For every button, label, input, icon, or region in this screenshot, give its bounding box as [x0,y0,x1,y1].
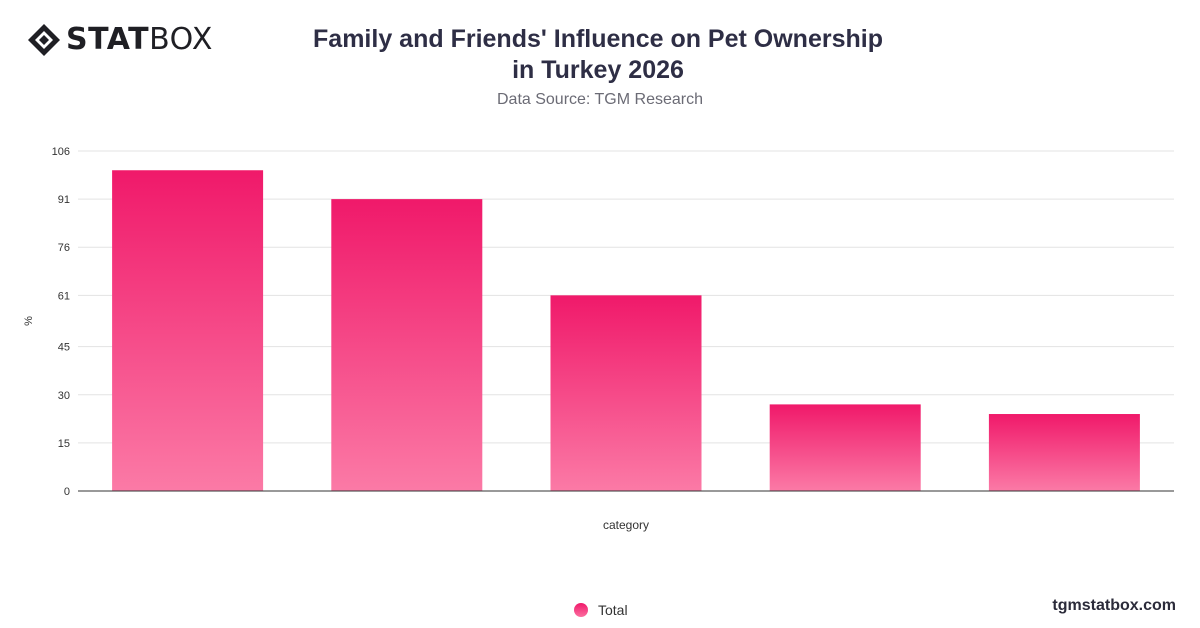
bar[interactable] [331,199,483,491]
legend-swatch [574,603,588,617]
y-tick-label: 91 [58,194,70,206]
chart-title: Family and Friends' Influence on Pet Own… [313,25,883,84]
brand-wordmark: STATBOX [66,22,213,57]
y-tick-label: 76 [58,242,70,254]
x-axis-label: category [603,518,649,532]
y-axis-label: % [23,316,35,326]
diamond-icon [28,24,60,56]
bars [112,170,1140,491]
legend-label: Total [598,602,628,618]
bar[interactable] [550,295,702,491]
bar[interactable] [988,414,1140,491]
bar[interactable] [112,170,264,491]
y-tick-label: 30 [58,390,70,402]
brand-logo: STATBOX [26,22,213,58]
y-tick-label: 106 [52,146,70,158]
legend[interactable]: Total [574,602,628,618]
bar[interactable] [769,404,921,491]
y-tick-label: 15 [58,438,70,450]
chart-subtitle: Data Source: TGM Research [496,91,703,108]
y-tick-label: 45 [58,342,70,354]
y-tick-label: 0 [64,486,70,498]
y-axis-ticks: 0 15 30 45 61 76 91 106 [52,146,70,498]
y-tick-label: 61 [58,290,70,302]
watermark: tgmstatbox.com [1052,597,1176,614]
